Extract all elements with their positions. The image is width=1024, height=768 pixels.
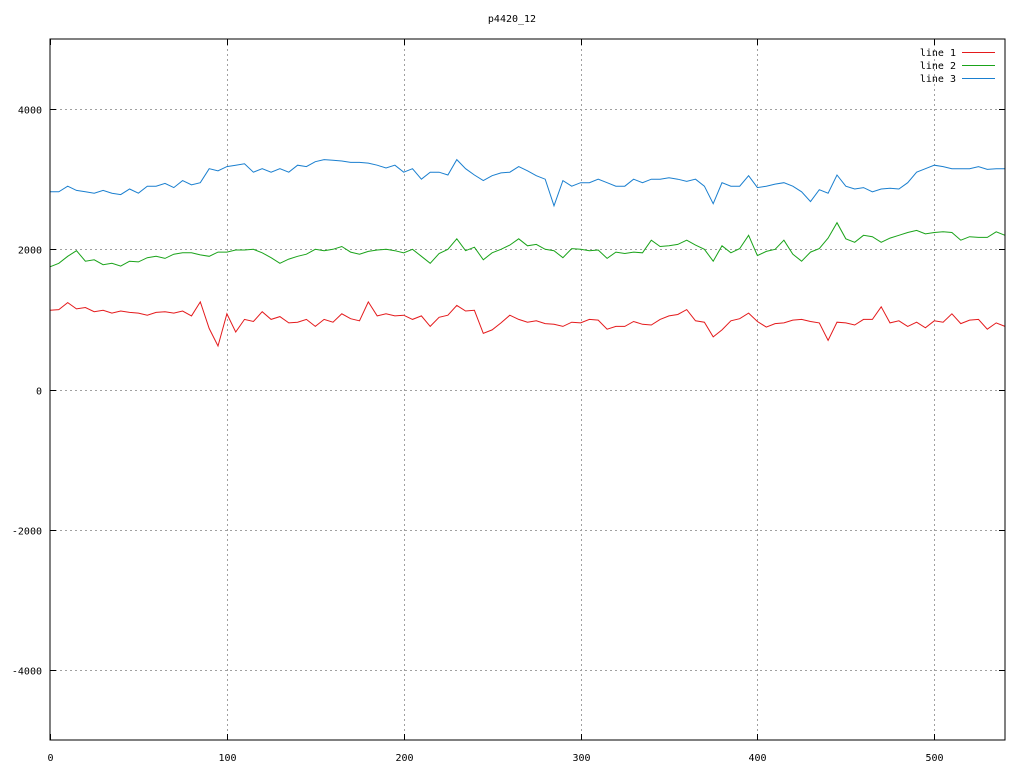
series-line-2 <box>49 221 1006 268</box>
y-tick-label: 0 <box>36 387 42 398</box>
y-tick-label: -2000 <box>12 527 42 538</box>
x-tick-label: 300 <box>572 753 590 764</box>
series-layer <box>49 158 1006 348</box>
chart-title: p4420_12 <box>488 14 536 25</box>
series-line-1 <box>49 300 1006 348</box>
legend: line 1 line 2 line 3 <box>920 48 995 85</box>
y-tick-label: -4000 <box>12 667 42 678</box>
x-tick-label: 500 <box>925 753 943 764</box>
axes-ticks: 0 100 200 300 400 500 -4000 -2000 0 2000 4000 <box>12 39 1005 764</box>
x-tick-label: 400 <box>748 753 766 764</box>
x-tick-label: 100 <box>218 753 236 764</box>
legend-label: line 3 <box>920 74 956 85</box>
x-tick-label: 200 <box>395 753 413 764</box>
series-line-3 <box>50 158 1005 208</box>
y-tick-label: 2000 <box>18 246 42 257</box>
plot-frame <box>49 38 1006 741</box>
y-tick-label: 4000 <box>18 106 42 117</box>
grid <box>50 39 1005 740</box>
legend-label: line 1 <box>920 48 956 59</box>
legend-label: line 2 <box>920 61 956 72</box>
x-tick-label: 0 <box>47 753 53 764</box>
